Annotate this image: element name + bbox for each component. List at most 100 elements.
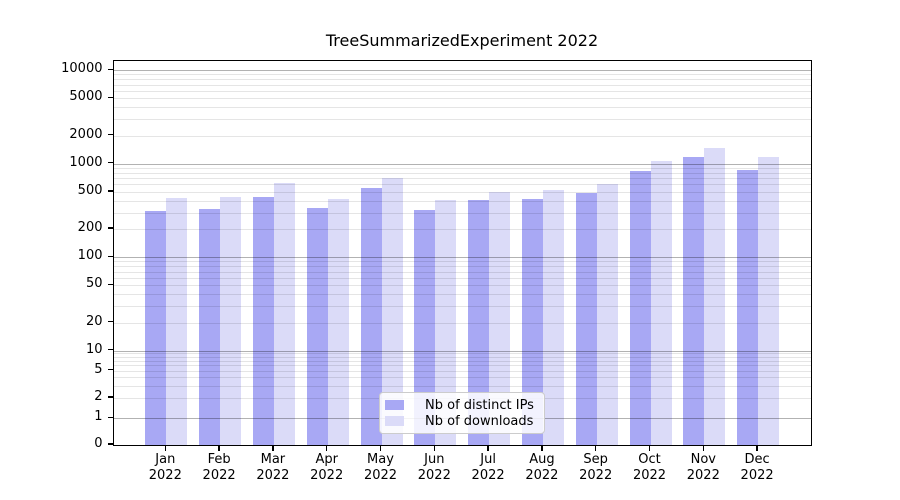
bar-sep-downloads — [596, 184, 618, 445]
y-tick-mark-200 — [107, 227, 113, 229]
gridline-9000 — [113, 74, 811, 76]
gridline-300 — [113, 212, 811, 214]
gridline-30 — [113, 306, 811, 308]
gridline-400 — [113, 200, 811, 202]
x-tick-mark-apr — [326, 445, 328, 451]
x-axis-tick-label-nov: Nov 2022 — [686, 452, 720, 483]
bar-jul-downloads — [489, 191, 511, 445]
bar-aug-distinct-ips — [521, 198, 543, 445]
y-axis-tick-label-2: 2 — [94, 388, 103, 404]
bar-oct-downloads — [650, 160, 672, 445]
chart-title: TreeSummarizedExperiment 2022 — [325, 31, 599, 50]
bar-may-distinct-ips — [360, 187, 382, 445]
y-axis-tick-label-1: 1 — [94, 409, 103, 425]
gridline-4 — [113, 377, 811, 379]
bar-jun-downloads — [435, 199, 457, 445]
y-axis-tick-label-20: 20 — [85, 313, 103, 329]
y-axis-tick-label-2000: 2000 — [69, 126, 103, 142]
y-tick-mark-5000 — [107, 96, 113, 99]
gridline-500 — [113, 191, 811, 193]
x-tick-mark-aug — [541, 445, 543, 451]
x-axis-tick-label-sep: Sep 2022 — [579, 452, 613, 483]
legend-item-distinct-ips: Nb of distinct IPs — [385, 397, 538, 413]
y-axis-tick-label-50: 50 — [85, 276, 103, 292]
y-tick-mark-2 — [107, 396, 113, 398]
x-axis-tick-label-jun: Jun 2022 — [417, 452, 451, 483]
gridline-2000 — [113, 135, 811, 137]
bar-feb-downloads — [220, 196, 242, 445]
x-axis-tick-label-aug: Aug 2022 — [525, 452, 559, 483]
x-axis-tick-label-jul: Jul 2022 — [471, 452, 505, 483]
gridline-90 — [113, 261, 811, 263]
gridline-80 — [113, 266, 811, 268]
y-axis-tick-label-10: 10 — [85, 341, 103, 357]
bar-feb-distinct-ips — [199, 209, 221, 445]
legend-label-distinct-ips: Nb of distinct IPs — [425, 397, 534, 413]
legend-swatch-downloads — [385, 416, 404, 426]
x-tick-mark-jun — [433, 445, 435, 451]
plot-area — [112, 59, 812, 446]
x-axis-tick-label-oct: Oct 2022 — [632, 452, 667, 483]
x-tick-mark-dec — [756, 445, 758, 451]
gridline-3000 — [113, 119, 811, 121]
bar-sep-distinct-ips — [575, 192, 597, 445]
x-tick-mark-feb — [218, 445, 220, 451]
bar-dec-distinct-ips — [737, 169, 759, 445]
y-tick-mark-20 — [107, 320, 113, 323]
y-tick-mark-0 — [107, 443, 113, 445]
y-tick-mark-10000 — [107, 68, 113, 70]
gridline-900 — [113, 167, 811, 169]
x-axis-tick-label-may: May 2022 — [363, 452, 398, 483]
gridline-6 — [113, 365, 811, 367]
bar-oct-distinct-ips — [629, 171, 651, 445]
bar-jan-downloads — [166, 197, 188, 445]
gridline-700 — [113, 178, 811, 180]
y-axis-tick-label-5000: 5000 — [69, 89, 103, 105]
y-axis-tick-label-100: 100 — [77, 248, 103, 264]
gridline-70 — [113, 271, 811, 273]
gridline-10000 — [113, 70, 811, 72]
gridline-8000 — [113, 79, 811, 81]
y-axis-tick-label-200: 200 — [77, 220, 103, 236]
y-tick-mark-1000 — [107, 162, 113, 164]
gridline-600 — [113, 184, 811, 186]
bar-may-downloads — [381, 178, 403, 445]
y-axis-tick-label-10000: 10000 — [61, 61, 103, 77]
gridline-6000 — [113, 90, 811, 92]
gridline-7000 — [113, 84, 811, 86]
bar-mar-distinct-ips — [252, 196, 274, 445]
y-axis-tick-label-5: 5 — [94, 361, 103, 377]
x-tick-mark-mar — [272, 445, 274, 451]
x-tick-mark-nov — [702, 445, 704, 451]
y-tick-mark-5 — [107, 369, 113, 371]
legend: Nb of distinct IPs Nb of downloads — [379, 392, 545, 434]
y-tick-mark-10 — [107, 349, 113, 351]
gridline-50 — [113, 285, 811, 287]
x-tick-mark-jul — [487, 445, 489, 451]
gridline-3 — [113, 385, 811, 387]
y-tick-mark-2000 — [107, 133, 113, 136]
gridline-40 — [113, 294, 811, 296]
y-axis-tick-label-500: 500 — [77, 182, 103, 198]
legend-swatch-distinct-ips — [385, 400, 404, 410]
bar-dec-downloads — [758, 157, 780, 445]
bars-layer — [114, 61, 811, 445]
gridline-100 — [113, 257, 811, 259]
y-tick-mark-100 — [107, 255, 113, 257]
y-tick-mark-1 — [107, 416, 113, 418]
gridline-5 — [113, 370, 811, 372]
bar-jun-distinct-ips — [414, 209, 436, 445]
gridline-20 — [113, 322, 811, 324]
x-axis-tick-label-mar: Mar 2022 — [256, 452, 290, 483]
bar-aug-downloads — [542, 189, 564, 445]
bar-nov-downloads — [704, 147, 726, 445]
x-axis-tick-label-apr: Apr 2022 — [310, 452, 344, 483]
gridline-7 — [113, 360, 811, 362]
y-axis-tick-label-0: 0 — [94, 436, 103, 451]
x-axis-tick-label-dec: Dec 2022 — [740, 452, 774, 483]
gridline-800 — [113, 172, 811, 174]
bar-mar-downloads — [273, 182, 295, 445]
x-tick-mark-may — [379, 445, 382, 451]
gridline-200 — [113, 229, 811, 231]
